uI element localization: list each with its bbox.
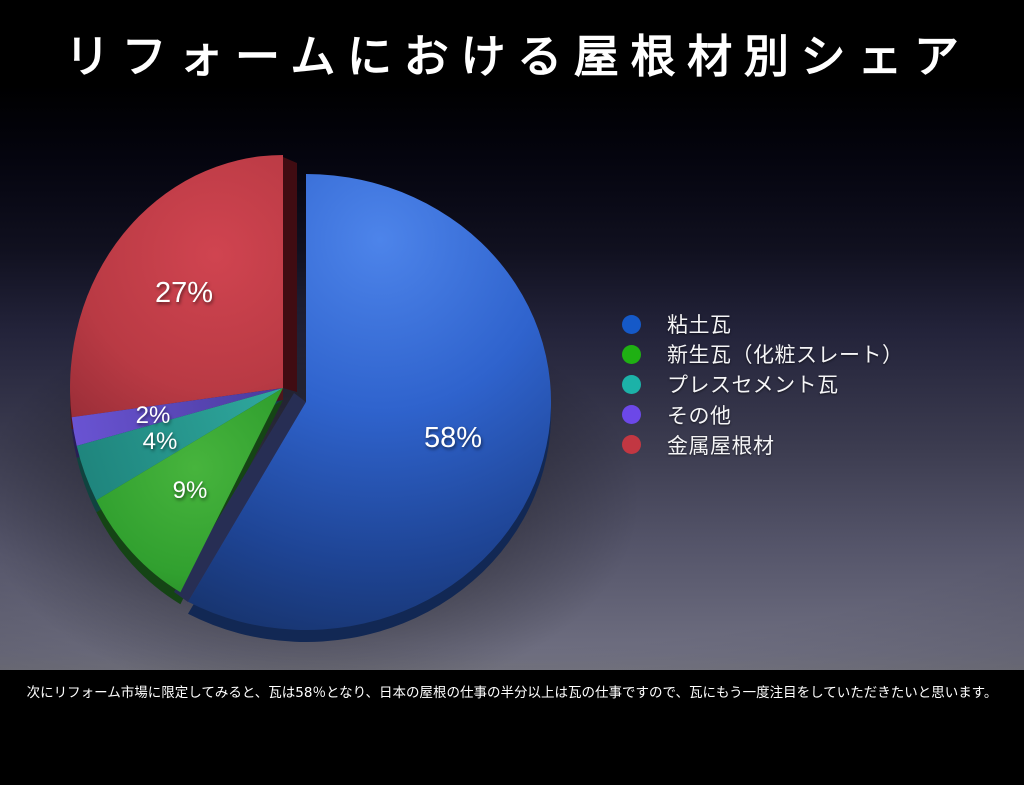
legend-label: プレスセメント瓦 xyxy=(667,374,839,398)
pie-slice-4 xyxy=(70,155,283,418)
legend-label: 粘土瓦 xyxy=(667,314,732,338)
pie-side-wall-blue xyxy=(174,393,306,602)
legend-dot-blue-icon xyxy=(622,314,641,334)
pie-slice-0 xyxy=(188,174,552,630)
pie-data-label-4: 27% xyxy=(155,277,213,309)
legend-label: 新生瓦（化粧スレート） xyxy=(667,344,904,368)
legend-item-slate: 新生瓦（化粧スレート） xyxy=(622,339,904,369)
legend-item-pressed-cement: プレスセメント瓦 xyxy=(622,369,904,399)
pie-data-label-2: 4% xyxy=(143,428,178,455)
chart-legend: 粘土瓦 新生瓦（化粧スレート） プレスセメント瓦 その他 金属屋根材 xyxy=(622,309,904,460)
pie-side-wall-red xyxy=(283,157,297,392)
page-title: リフォームにおける屋根材別シェア xyxy=(64,31,971,82)
pie-slice-1 xyxy=(96,388,283,593)
caption: 次にリフォーム市場に限定してみると、瓦は58％となり、日本の屋根の仕事の半分以上… xyxy=(26,685,998,701)
legend-dot-green-icon xyxy=(622,344,641,364)
pie-slice-3 xyxy=(71,388,283,446)
legend-dot-purple-icon xyxy=(622,405,641,425)
pie-data-label-3: 2% xyxy=(136,402,171,429)
pie-data-label-0: 58% xyxy=(424,422,482,454)
legend-item-metal-roofing: 金属屋根材 xyxy=(622,430,904,460)
pie-data-label-1: 9% xyxy=(173,477,208,504)
legend-item-other: その他 xyxy=(622,400,904,430)
legend-label: 金属屋根材 xyxy=(667,434,775,458)
legend-label: その他 xyxy=(667,404,732,428)
legend-item-clay-tile: 粘土瓦 xyxy=(622,309,904,339)
legend-dot-red-icon xyxy=(622,435,641,455)
pie-slice-2 xyxy=(76,388,283,501)
legend-dot-teal-icon xyxy=(622,374,641,394)
